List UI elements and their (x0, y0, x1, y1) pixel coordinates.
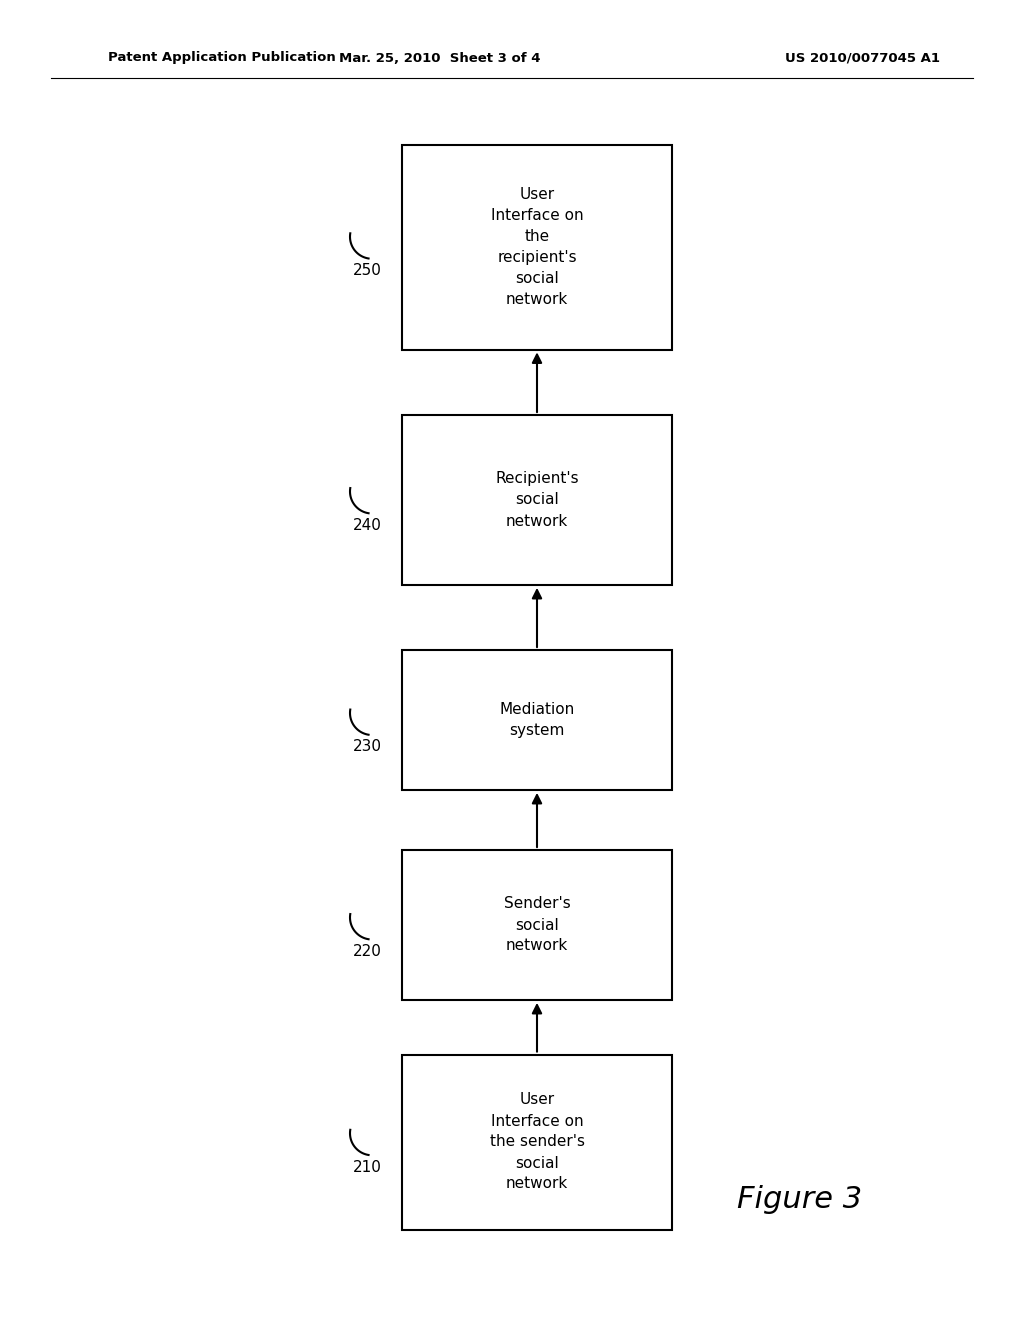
Bar (402, 850, 672, 1001)
Text: US 2010/0077045 A1: US 2010/0077045 A1 (785, 51, 940, 65)
Text: Mar. 25, 2010  Sheet 3 of 4: Mar. 25, 2010 Sheet 3 of 4 (339, 51, 541, 65)
Text: 230: 230 (352, 739, 382, 755)
Text: Recipient's
social
network: Recipient's social network (496, 471, 579, 528)
Text: Figure 3: Figure 3 (737, 1185, 862, 1214)
Text: 210: 210 (352, 1160, 381, 1175)
Bar (402, 649, 672, 789)
Text: User
Interface on
the
recipient's
social
network: User Interface on the recipient's social… (490, 187, 584, 308)
Text: 220: 220 (352, 944, 381, 958)
Bar (402, 144, 672, 350)
Text: Mediation
system: Mediation system (500, 702, 574, 738)
Bar (402, 1055, 672, 1229)
Text: User
Interface on
the sender's
social
network: User Interface on the sender's social ne… (489, 1093, 585, 1192)
Text: Patent Application Publication: Patent Application Publication (108, 51, 336, 65)
Text: 240: 240 (352, 517, 381, 533)
Text: Sender's
social
network: Sender's social network (504, 896, 570, 953)
Bar (402, 414, 672, 585)
Text: 250: 250 (352, 263, 381, 279)
